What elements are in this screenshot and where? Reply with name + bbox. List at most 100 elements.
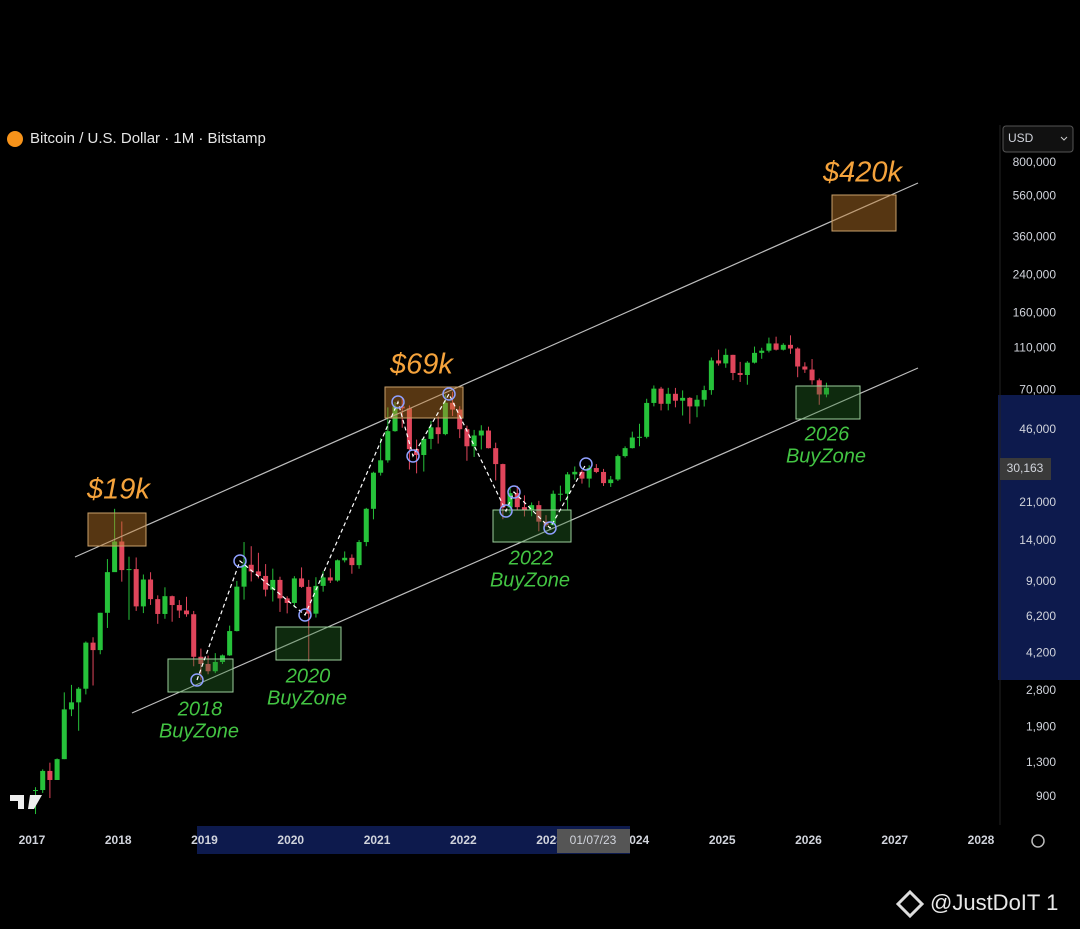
- y-tick-label: 70,000: [1019, 383, 1056, 397]
- candle-body: [90, 642, 96, 651]
- candle-body: [241, 564, 247, 587]
- y-tick-label: 6,200: [1026, 609, 1056, 623]
- x-tick-label: 2022: [450, 833, 477, 847]
- candle-body: [622, 448, 628, 457]
- candle-body: [672, 393, 678, 401]
- x-tick-label: 2019: [191, 833, 218, 847]
- candle-body: [133, 569, 139, 607]
- currency-selector[interactable]: [1002, 125, 1074, 153]
- annotation: $19k: [86, 474, 151, 506]
- candle-body: [766, 343, 772, 351]
- candle-body: [550, 493, 556, 526]
- y-tick-label: 160,000: [1013, 305, 1057, 319]
- currency[interactable]: USD: [1008, 131, 1034, 145]
- crosshair-date: 01/07/23: [570, 833, 617, 847]
- candle-body: [47, 770, 53, 780]
- candle-body: [708, 360, 714, 391]
- candle-body: [636, 436, 643, 438]
- candle-body: [313, 585, 319, 614]
- candle-body: [198, 656, 204, 664]
- candle-body: [737, 372, 743, 375]
- candle-body: [629, 437, 635, 449]
- candle-body: [557, 493, 563, 495]
- candle-body: [795, 348, 801, 367]
- y-tick-label: 900: [1036, 789, 1056, 803]
- candle-body: [421, 438, 427, 456]
- candle-body: [514, 493, 520, 508]
- x-tick-label: 2017: [19, 833, 46, 847]
- candle-body: [485, 430, 492, 449]
- candle-body: [651, 388, 657, 403]
- candle-body: [457, 409, 463, 430]
- candle-body: [327, 577, 333, 581]
- candle-body: [802, 366, 808, 370]
- candle-body: [148, 579, 154, 600]
- buy-zone-label: BuyZone: [159, 720, 239, 742]
- x-tick-label: 2023: [536, 833, 563, 847]
- candle-body: [752, 352, 758, 363]
- candle-body: [349, 557, 355, 566]
- y-tick-label: 14,000: [1019, 533, 1056, 547]
- buy-zone-year: 2018: [177, 698, 223, 720]
- buy-zone: [275, 626, 342, 661]
- candle-body: [601, 471, 607, 484]
- candle-body: [644, 402, 650, 437]
- candle-body: [227, 631, 233, 656]
- candle-body: [823, 387, 829, 395]
- buy-zone-year: 2022: [508, 547, 554, 569]
- candle-body: [119, 541, 125, 571]
- trend-line: [74, 182, 919, 558]
- candle-body: [593, 468, 599, 472]
- buy-zone-label: BuyZone: [786, 445, 866, 467]
- candle-body: [608, 479, 614, 484]
- candle-body: [334, 560, 341, 581]
- candle-body: [205, 663, 211, 672]
- buy-zone-label: BuyZone: [490, 569, 570, 591]
- candle-body: [565, 474, 571, 494]
- candle-body: [521, 507, 527, 511]
- price-label: 30,163: [1007, 461, 1044, 475]
- trend-line: [131, 367, 919, 714]
- settings-icon[interactable]: [1031, 834, 1045, 848]
- candle-body: [270, 579, 276, 590]
- price-label-box: [1000, 458, 1051, 481]
- y-tick-label: 1,900: [1026, 719, 1056, 733]
- candle-body: [478, 430, 484, 436]
- candle-body: [342, 557, 348, 561]
- buy-zone-year: 2026: [804, 423, 850, 445]
- candle-body: [363, 508, 369, 543]
- chart-title: Bitcoin / U.S. Dollar · 1M · Bitstamp: [30, 130, 266, 147]
- top-zone: [831, 194, 897, 232]
- candle-body: [112, 541, 118, 573]
- logo: [10, 795, 42, 809]
- candle-body: [680, 397, 686, 401]
- candle-body: [701, 390, 707, 400]
- candle-body: [83, 642, 89, 689]
- candle-body: [140, 579, 146, 607]
- candle-body: [169, 596, 175, 606]
- x-tick-label: 2020: [277, 833, 304, 847]
- candle-body: [450, 402, 456, 410]
- candle-body: [126, 569, 132, 571]
- candle-body: [665, 393, 671, 404]
- candle-body: [155, 599, 161, 614]
- candle-body: [306, 586, 312, 614]
- candle-body: [277, 579, 283, 599]
- candle-body: [744, 362, 750, 375]
- candle-body: [248, 564, 254, 572]
- candle-body: [370, 472, 376, 509]
- candle-body: [61, 709, 67, 760]
- candle-body: [816, 380, 822, 395]
- buy-zone-year: 2020: [285, 665, 331, 687]
- y-tick-label: 1,300: [1026, 755, 1056, 769]
- candle-body: [54, 759, 60, 780]
- candle-body: [716, 360, 722, 364]
- candle-body: [572, 471, 578, 475]
- candle-body: [687, 397, 693, 407]
- candle-body: [428, 427, 434, 439]
- candle-body: [787, 344, 793, 349]
- x-tick-label: 2026: [795, 833, 822, 847]
- candle-body: [579, 471, 585, 479]
- candle-body: [392, 406, 398, 432]
